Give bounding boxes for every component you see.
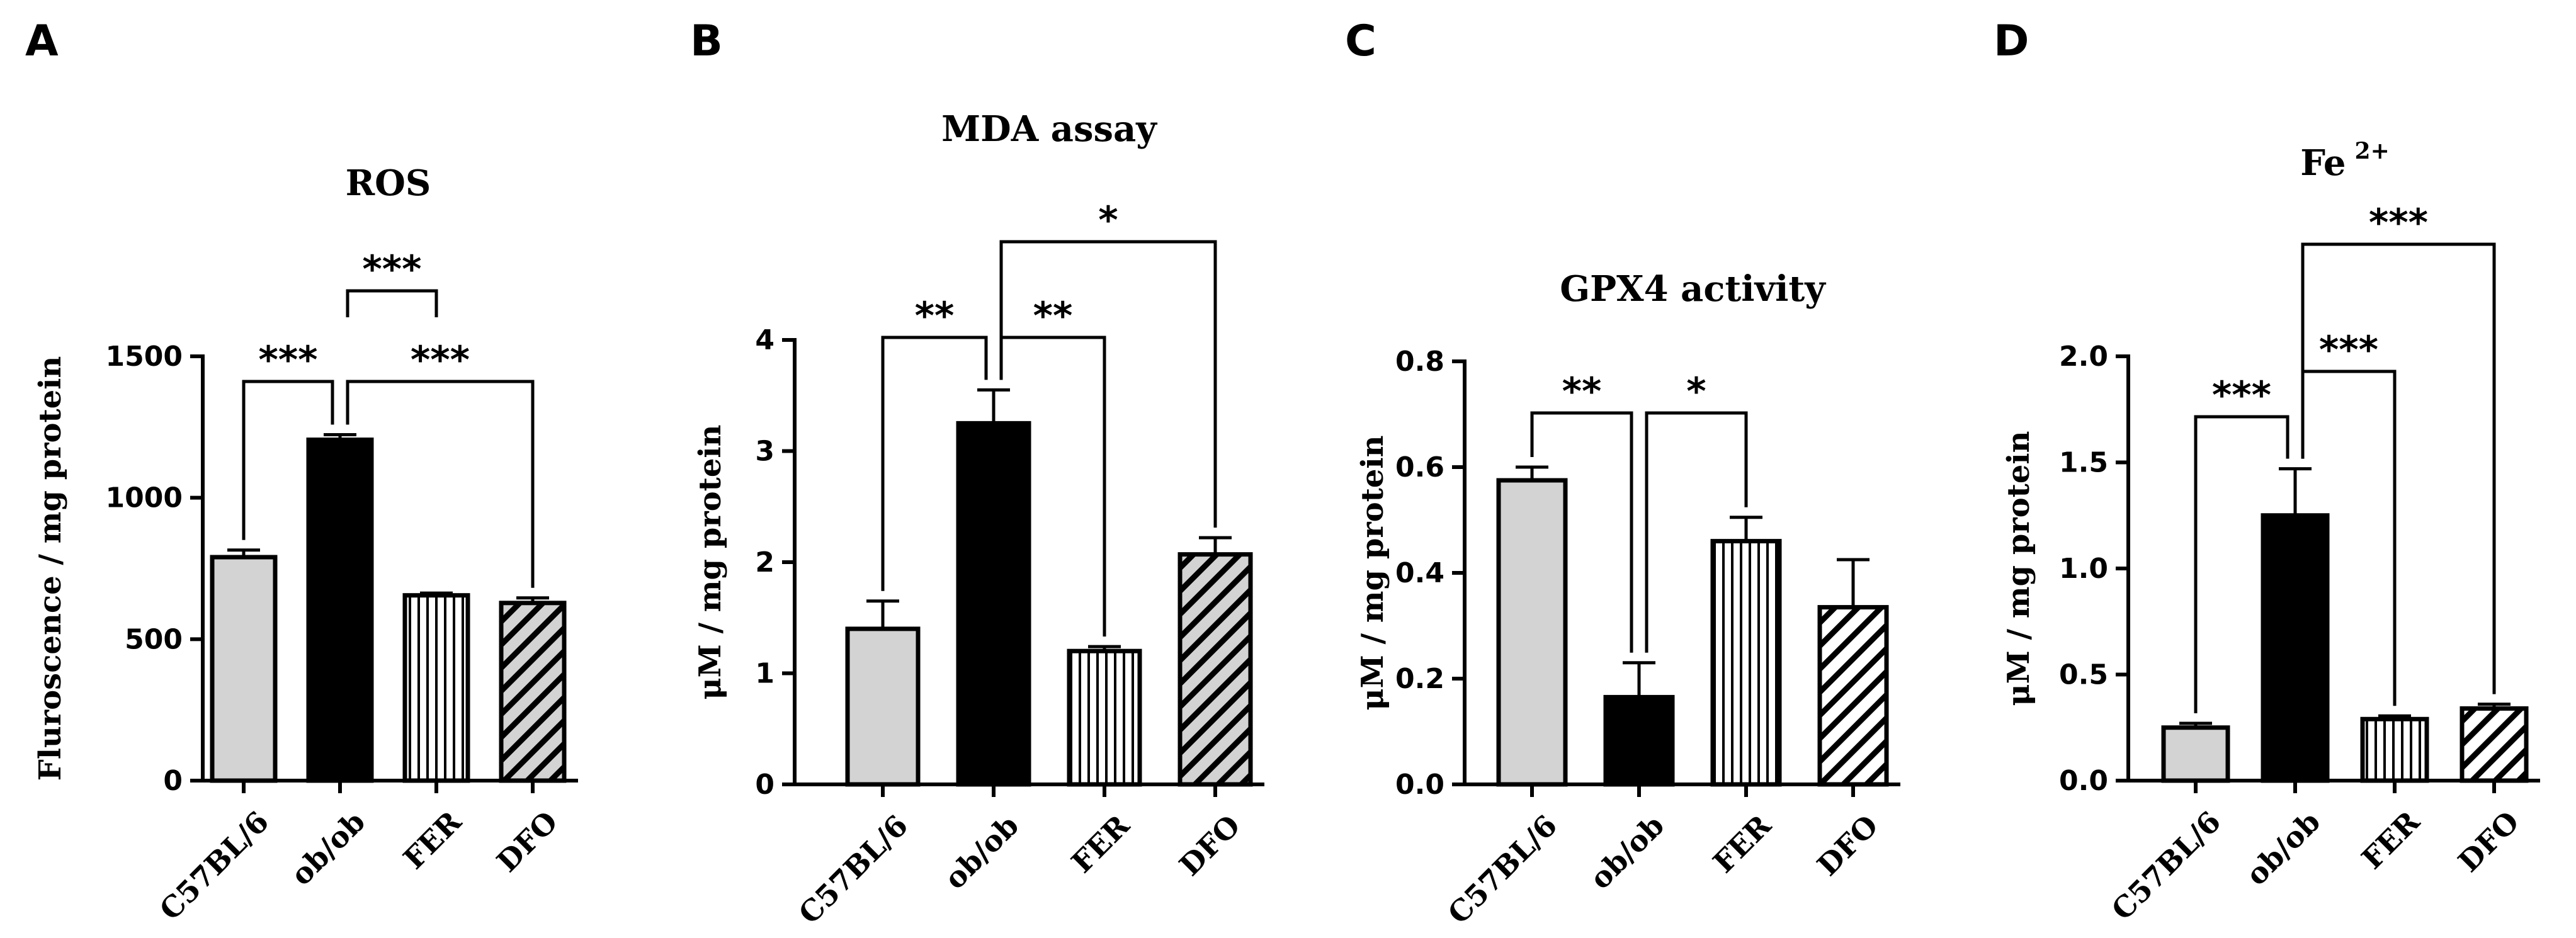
bar-c57bl-6 (1496, 478, 1568, 787)
x-category-label: C57BL/6 (792, 808, 914, 930)
bar-dfo (1817, 605, 1889, 787)
y-tick-label: 0.0 (2059, 765, 2108, 797)
significance-bracket (999, 240, 1217, 528)
y-tick-label: 0 (163, 765, 183, 797)
panel-letter: A (25, 16, 59, 66)
panel-d: D Fe 2+ μM / mg protein 0.0 0.5 1.0 1.5 2.0 C57BL… (1994, 16, 2540, 927)
bar-c57bl-6 (845, 626, 921, 787)
x-category-label: C57BL/6 (153, 805, 275, 927)
x-category-label: FER (397, 804, 468, 876)
chart-title: GPX4 activity (1560, 268, 1826, 310)
x-category-label: ob/ob (938, 808, 1025, 896)
panel-a: A ROS Fluroscence / mg protein 0 500 1000 1500… (25, 16, 578, 927)
y-axis-label: μM / mg protein (1355, 436, 1390, 711)
significance-label: *** (362, 247, 421, 291)
bar-ob-ob (956, 421, 1031, 787)
significance-bracket (1645, 411, 1748, 653)
y-tick-label: 0.4 (1395, 557, 1444, 589)
x-category-label: FER (2355, 804, 2427, 876)
bar-fer (2360, 716, 2429, 783)
significance-bracket (346, 380, 535, 588)
y-tick-label: 2.0 (2059, 341, 2108, 373)
significance-label: ** (1562, 370, 1602, 414)
bar-dfo (499, 601, 567, 783)
bar-dfo (1177, 552, 1253, 787)
bar-ob-ob (306, 438, 374, 783)
panel-letter: C (1345, 16, 1376, 66)
significance-label: *** (2212, 373, 2271, 417)
y-axis-label: Fluroscence / mg protein (33, 356, 68, 781)
bar-fer (1067, 648, 1142, 787)
y-tick-label: 1000 (106, 482, 183, 514)
significance-bracket (881, 336, 988, 591)
bar-c57bl-6 (2161, 725, 2230, 783)
x-category-label: ob/ob (284, 805, 372, 892)
y-tick-label: 0.2 (1395, 663, 1444, 695)
panel-letter: D (1994, 16, 2029, 66)
bar-c57bl-6 (210, 555, 278, 783)
x-category-label: DFO (2451, 805, 2526, 879)
bar-ob-ob (1603, 694, 1675, 787)
y-tick-label: 1.5 (2059, 447, 2108, 479)
y-tick-label: 0 (755, 769, 775, 801)
x-category-label: DFO (1172, 808, 1247, 883)
significance-label: ** (1033, 294, 1073, 338)
significance-bracket (2194, 415, 2289, 714)
y-axis-label: μM / mg protein (2001, 431, 2036, 706)
x-category-label: DFO (490, 805, 564, 879)
bar-dfo (2460, 706, 2529, 783)
panel-b: B MDA assay μM / mg protein 0 1 2 3 4 C57BL/6 ob/… (690, 16, 1264, 930)
significance-label: *** (411, 338, 470, 382)
x-category-label: FER (1065, 808, 1137, 879)
y-tick-label: 500 (125, 623, 183, 655)
chart-title: ROS (346, 162, 431, 204)
significance-bracket (346, 289, 438, 317)
y-tick-label: 0.6 (1395, 451, 1444, 483)
chart-title: Fe 2+ (2300, 138, 2390, 184)
y-tick-label: 1 (755, 658, 775, 690)
y-tick-label: 0.5 (2059, 659, 2108, 691)
y-tick-label: 4 (755, 324, 775, 356)
significance-bracket (242, 380, 334, 540)
significance-label: *** (2319, 328, 2378, 372)
x-category-label: DFO (1810, 808, 1885, 883)
y-tick-label: 1500 (106, 341, 183, 373)
bar-fer (402, 593, 470, 783)
significance-label: *** (258, 338, 317, 382)
x-category-label: ob/ob (2239, 805, 2327, 892)
significance-label: * (1098, 198, 1118, 242)
chart-title: MDA assay (941, 108, 1157, 150)
x-category-label: ob/ob (1583, 808, 1671, 896)
panel-letter: B (690, 16, 723, 66)
significance-bracket (1530, 411, 1633, 653)
x-category-label: C57BL/6 (2105, 805, 2227, 927)
significance-label: *** (2369, 201, 2428, 245)
significance-label: ** (915, 294, 955, 338)
significance-bracket (2301, 242, 2496, 694)
y-tick-label: 2 (755, 546, 775, 579)
y-axis-label: μM / mg protein (693, 425, 728, 700)
x-category-label: C57BL/6 (1441, 808, 1563, 930)
y-tick-label: 3 (755, 436, 775, 468)
bar-fer (1710, 539, 1782, 787)
chart-title-superscript: 2+ (2355, 138, 2390, 164)
y-tick-label: 0.8 (1395, 346, 1444, 378)
x-category-label: FER (1706, 808, 1778, 879)
panel-c: C GPX4 activity μM / mg protein 0.0 0.2 0.4 0.… (1345, 16, 1900, 930)
y-tick-label: 0.0 (1395, 769, 1444, 801)
y-tick-label: 1.0 (2059, 553, 2108, 585)
bar-ob-ob (2261, 513, 2330, 783)
significance-label: * (1686, 370, 1706, 414)
